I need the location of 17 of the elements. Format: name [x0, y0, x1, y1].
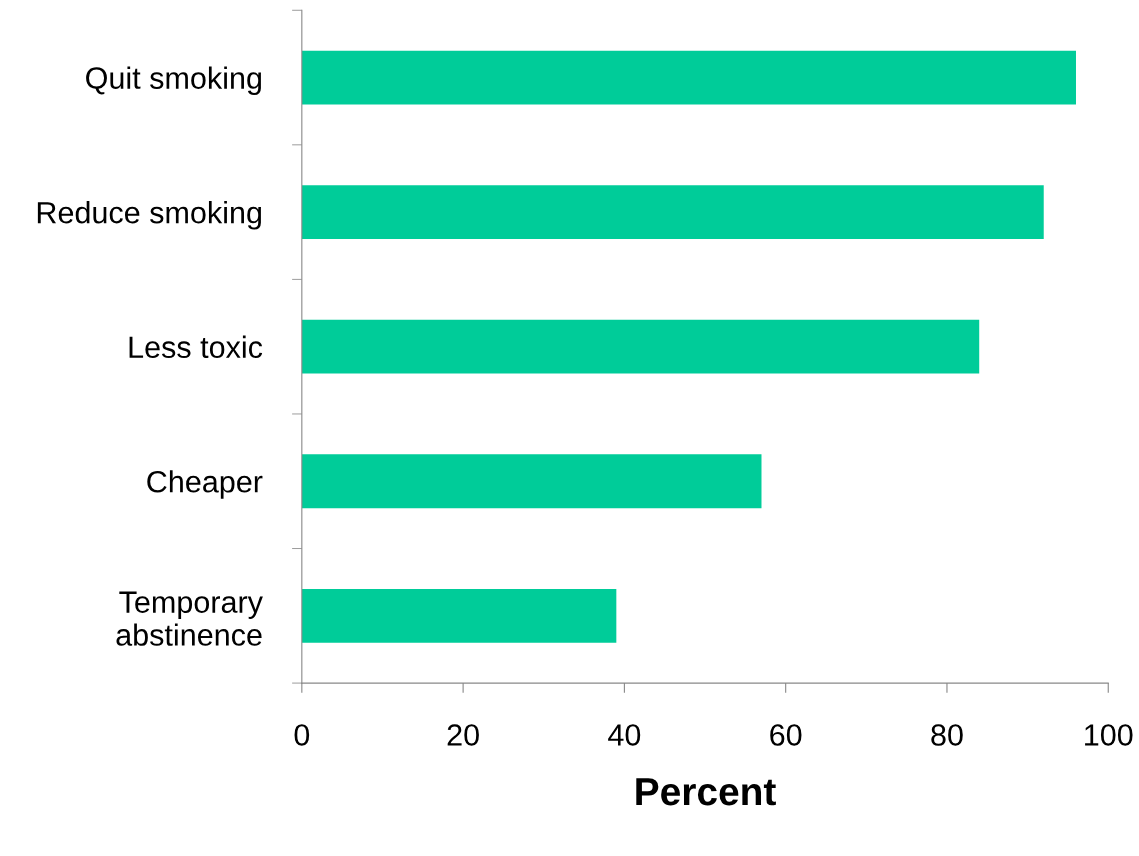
y-tick-label: Reduce smoking — [37, 201, 261, 230]
x-tick-label: 40 — [608, 724, 641, 746]
x-axis-title: Percent — [636, 778, 776, 806]
x-tick-label: 60 — [770, 724, 802, 746]
y-tick-label: Cheaper — [147, 470, 263, 499]
bar — [301, 588, 617, 643]
x-tick-label: 0 — [294, 724, 310, 746]
bar — [301, 50, 1076, 105]
y-tick-label: Quit smoking — [86, 66, 261, 95]
y-tick-label: Temporary abstinence — [116, 591, 263, 646]
bar — [301, 454, 762, 509]
bar — [301, 319, 980, 374]
x-tick-label: 80 — [931, 724, 963, 746]
x-tick-label: 100 — [1085, 724, 1133, 746]
x-tick-label: 20 — [447, 724, 479, 746]
bar — [301, 185, 1044, 240]
y-tick-label: Less toxic — [129, 335, 263, 359]
